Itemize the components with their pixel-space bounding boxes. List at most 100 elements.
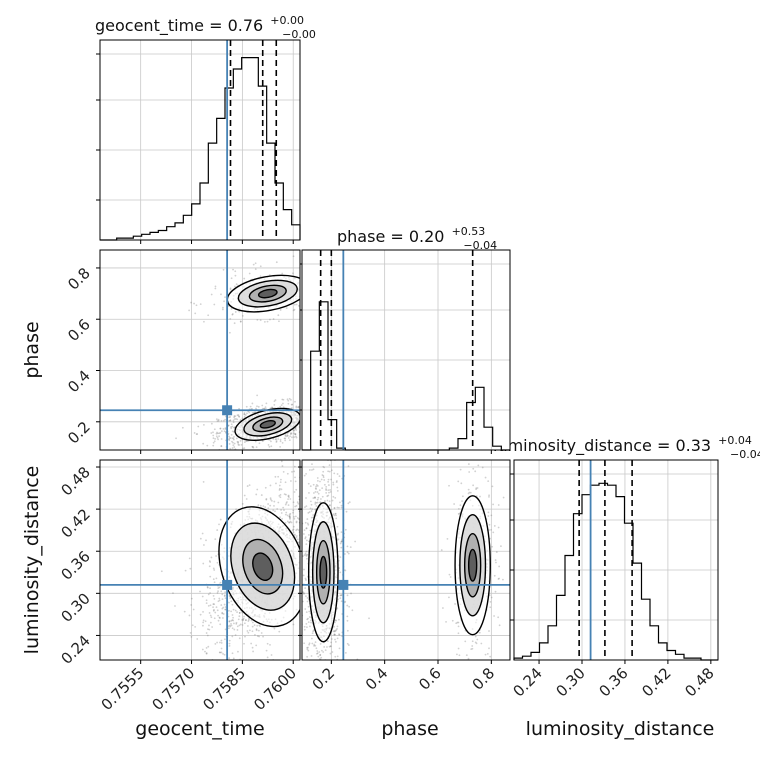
sample-point — [289, 432, 292, 435]
sample-point — [305, 472, 307, 475]
sample-point — [183, 610, 186, 613]
sample-point — [295, 303, 298, 306]
sample-point — [493, 615, 495, 617]
sample-point — [287, 504, 290, 507]
sample-point — [222, 653, 224, 655]
sample-point — [203, 320, 205, 323]
sample-point — [188, 614, 191, 617]
sample-point — [488, 647, 490, 650]
sample-point — [261, 440, 264, 443]
sample-point — [350, 592, 352, 595]
sample-point — [328, 691, 330, 693]
sample-point — [254, 268, 257, 271]
sample-point — [314, 641, 317, 644]
contour-time_phase-1-3 — [257, 288, 278, 299]
sample-point — [297, 495, 300, 498]
sample-point — [268, 445, 271, 448]
sample-point — [251, 411, 254, 414]
sample-point — [497, 504, 500, 506]
sample-point — [297, 304, 300, 307]
sample-point — [340, 531, 343, 534]
sample-point — [297, 529, 300, 532]
sample-point — [260, 494, 263, 496]
sample-point — [210, 556, 213, 559]
sample-point — [197, 425, 200, 428]
sample-point — [259, 275, 262, 278]
sample-point — [325, 489, 328, 491]
sample-point — [339, 597, 342, 600]
sample-point — [287, 399, 290, 402]
sample-point — [311, 642, 314, 645]
hist-panel-phase — [298, 249, 511, 454]
contour-time_distance-0-3 — [252, 552, 274, 581]
hist-panel-geocent_time-background — [100, 40, 300, 240]
sample-point — [278, 494, 281, 497]
sample-point — [283, 509, 285, 512]
sample-point — [290, 432, 293, 435]
sample-point — [279, 405, 282, 408]
sample-point — [335, 480, 338, 482]
sample-point — [284, 437, 287, 440]
sample-point — [219, 427, 222, 430]
sample-point — [345, 510, 348, 513]
sample-point — [333, 663, 335, 665]
sample-point — [290, 403, 293, 406]
sample-point — [334, 633, 336, 636]
sample-point — [475, 642, 478, 645]
sample-point — [268, 438, 271, 441]
sample-point — [193, 302, 195, 305]
sample-point — [317, 496, 320, 499]
sample-point — [327, 470, 330, 473]
sample-point — [252, 263, 255, 266]
sample-point — [307, 482, 310, 485]
sample-point — [234, 415, 237, 418]
sample-point — [303, 554, 306, 556]
sample-point — [308, 616, 311, 618]
sample-point — [346, 545, 349, 548]
sample-point — [256, 394, 259, 397]
sample-point — [244, 682, 246, 684]
sample-point — [303, 628, 306, 631]
sample-point — [251, 665, 253, 667]
sample-point — [252, 650, 254, 653]
sample-point — [278, 487, 281, 490]
sample-point — [235, 283, 238, 286]
sample-point — [245, 661, 247, 663]
sample-point — [282, 402, 284, 405]
sample-point — [319, 501, 322, 504]
sample-point — [238, 611, 241, 614]
sample-point — [305, 539, 308, 542]
sample-point — [248, 629, 251, 632]
sample-point — [230, 307, 233, 310]
sample-point — [193, 432, 196, 434]
sample-point — [263, 320, 266, 323]
sample-point — [331, 688, 333, 690]
sample-point — [316, 709, 318, 711]
sample-point — [292, 525, 295, 528]
sample-point — [323, 479, 326, 481]
sample-point — [287, 495, 290, 498]
sample-point — [288, 521, 291, 524]
sample-point — [303, 625, 306, 628]
sample-point — [312, 497, 315, 499]
sample-point — [265, 649, 268, 652]
sample-point — [334, 638, 336, 641]
panel-geocent-time-vs-luminosity-distance: 0.7555 0.7570 0.7585 0.7600 0.24 0.30 0.36 0.42… — [57, 459, 301, 714]
sample-point — [326, 640, 329, 643]
sample-point — [348, 605, 351, 608]
sample-point — [208, 628, 211, 631]
sample-point — [222, 606, 225, 609]
sample-point — [333, 633, 336, 636]
sample-point — [279, 438, 282, 441]
sample-point — [294, 433, 297, 436]
sample-point — [215, 555, 217, 557]
sample-point — [223, 595, 226, 598]
sample-point — [240, 443, 243, 446]
sample-point — [220, 419, 223, 422]
sample-point — [316, 498, 319, 501]
sample-point — [309, 625, 311, 628]
sample-point — [230, 622, 232, 625]
sample-point — [209, 587, 211, 590]
sample-point — [475, 487, 478, 489]
sample-point — [270, 440, 272, 443]
